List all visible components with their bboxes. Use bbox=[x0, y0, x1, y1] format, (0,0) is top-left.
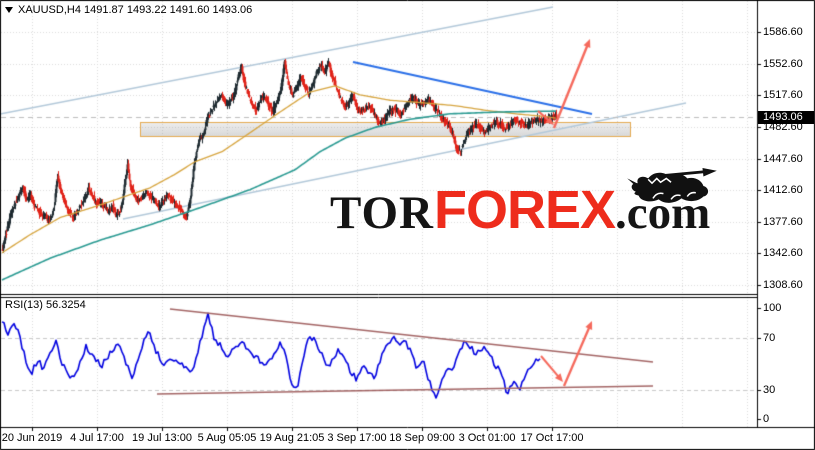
time-axis-label: 19 Jul 13:00 bbox=[132, 432, 192, 444]
price-axis-label: 1517.60 bbox=[763, 89, 803, 101]
rsi-axis-label: 30 bbox=[763, 384, 776, 396]
price-axis-label: 1308.60 bbox=[763, 279, 803, 291]
price-axis-label: 1412.60 bbox=[763, 184, 803, 196]
symbol-dropdown-icon[interactable] bbox=[5, 7, 13, 13]
price-axis-label: 1482.60 bbox=[763, 121, 803, 133]
price-axis-label: 1342.60 bbox=[763, 247, 803, 259]
time-axis-label: 3 Sep 17:00 bbox=[327, 432, 387, 444]
rsi-axis-label: 0 bbox=[763, 413, 770, 425]
price-axis-label: 1552.60 bbox=[763, 58, 803, 70]
time-axis-label: 18 Sep 09:00 bbox=[389, 432, 455, 444]
time-axis-label: 4 Jul 17:00 bbox=[70, 432, 124, 444]
rsi-axis-label: 70 bbox=[763, 332, 776, 344]
time-axis-label: 19 Aug 21:05 bbox=[259, 432, 325, 444]
rsi-axis-label: 100 bbox=[763, 302, 782, 314]
rsi-indicator-label: RSI(13) 56.3254 bbox=[5, 299, 86, 311]
current-price-tag: 1493.06 bbox=[758, 111, 814, 124]
time-axis-label: 5 Aug 05:05 bbox=[197, 432, 257, 444]
chart-title: XAUUSD,H4 1491.87 1493.22 1491.60 1493.0… bbox=[5, 4, 252, 16]
time-axis-label: 20 Jun 2019 bbox=[1, 432, 63, 444]
chart-title-text: XAUUSD,H4 1491.87 1493.22 1491.60 1493.0… bbox=[18, 4, 253, 16]
time-axis-label: 3 Oct 01:00 bbox=[458, 432, 516, 444]
time-axis-label: 17 Oct 17:00 bbox=[520, 432, 584, 444]
price-axis-label: 1447.60 bbox=[763, 153, 803, 165]
price-axis-label: 1377.60 bbox=[763, 216, 803, 228]
price-axis-label: 1586.60 bbox=[763, 26, 803, 38]
